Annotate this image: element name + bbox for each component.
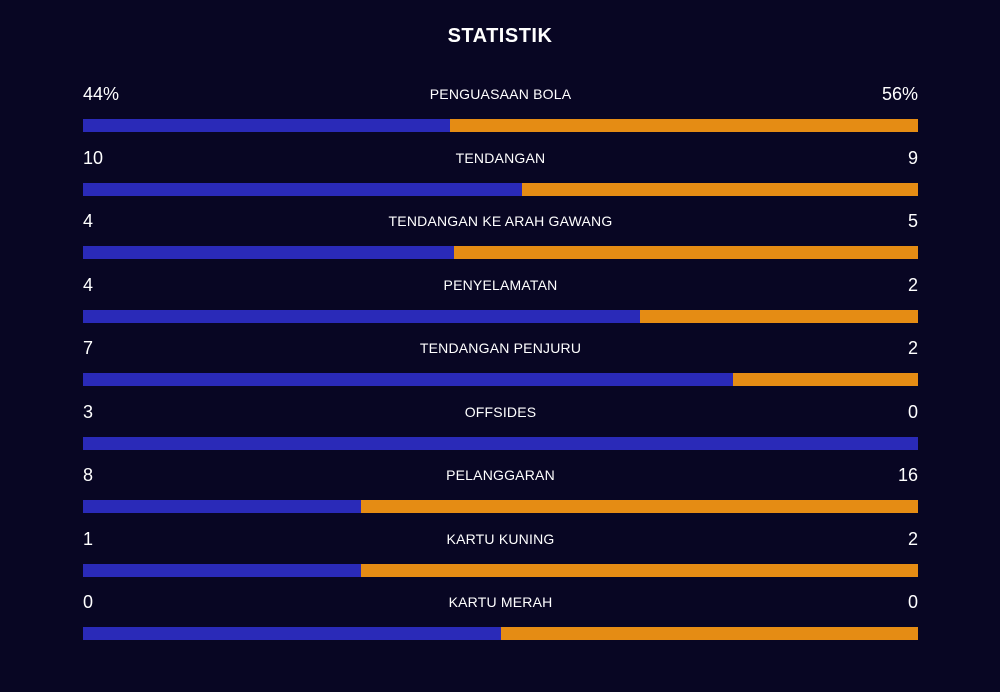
away-value: 2: [907, 274, 918, 295]
home-value: 7: [83, 338, 94, 358]
stat-header: 44% PENGUASAAN BOLA 56%: [83, 80, 918, 108]
comparison-bar: [83, 182, 918, 196]
stat-label: KARTU KUNING: [446, 530, 555, 547]
away-bar-segment: [361, 500, 918, 513]
stat-header: 4 PENYELAMATAN 2: [83, 271, 918, 299]
stat-row-offsides: 3 OFFSIDES 0: [83, 398, 918, 462]
away-value: 9: [907, 147, 918, 168]
stat-row-corners: 7 TENDANGAN PENJURU 2: [83, 334, 918, 398]
home-value: 44%: [83, 84, 120, 104]
comparison-bar: [83, 627, 918, 640]
home-bar-segment: [83, 309, 640, 323]
home-bar-segment: [83, 182, 523, 196]
away-bar-segment: [450, 119, 918, 132]
stat-header: 0 KARTU MERAH 0: [83, 588, 918, 616]
comparison-bar: [83, 500, 918, 513]
home-value: 4: [83, 274, 94, 295]
home-value: 8: [83, 465, 94, 485]
away-value: 2: [907, 338, 918, 358]
away-bar-segment: [453, 246, 918, 259]
comparison-bar: [83, 246, 918, 259]
stat-label: OFFSIDES: [464, 403, 537, 420]
home-bar-segment: [83, 500, 362, 513]
away-value: 5: [907, 211, 918, 231]
away-bar-segment: [361, 563, 918, 577]
stat-header: 4 TENDANGAN KE ARAH GAWANG 5: [83, 207, 918, 235]
stat-label: TENDANGAN: [455, 149, 546, 166]
stat-header: 1 KARTU KUNING 2: [83, 525, 918, 553]
comparison-bar: [83, 119, 918, 132]
stat-label: PELANGGARAN: [446, 467, 555, 483]
stat-row-ball-possession: 44% PENGUASAAN BOLA 56%: [83, 80, 918, 144]
home-bar-segment: [83, 119, 451, 132]
home-bar-segment: [83, 627, 501, 640]
comparison-bar: [83, 373, 918, 386]
away-bar-segment: [732, 373, 918, 386]
home-value: 0: [83, 592, 94, 612]
home-bar-segment: [83, 373, 733, 386]
away-value: 2: [907, 528, 918, 549]
away-value: 56%: [881, 84, 918, 104]
stats-list: 44% PENGUASAAN BOLA 56% 10 TENDANGAN 9 4…: [83, 80, 918, 652]
stat-label: TENDANGAN KE ARAH GAWANG: [388, 213, 613, 229]
stat-label: TENDANGAN PENJURU: [419, 340, 582, 356]
home-value: 4: [83, 211, 94, 231]
away-value: 0: [907, 592, 918, 612]
away-bar-segment: [500, 627, 918, 640]
stat-row-fouls: 8 PELANGGARAN 16: [83, 461, 918, 525]
away-value: 0: [907, 401, 918, 422]
comparison-bar: [83, 436, 918, 450]
home-value: 1: [83, 528, 94, 549]
home-bar-segment: [83, 436, 918, 450]
home-bar-segment: [83, 246, 454, 259]
away-bar-segment: [639, 309, 918, 323]
home-value: 10: [83, 147, 104, 168]
comparison-bar: [83, 563, 918, 577]
stat-row-red-cards: 0 KARTU MERAH 0: [83, 588, 918, 652]
stat-label: KARTU MERAH: [448, 594, 553, 610]
stat-header: 10 TENDANGAN 9: [83, 144, 918, 172]
home-bar-segment: [83, 563, 362, 577]
stat-row-yellow-cards: 1 KARTU KUNING 2: [83, 525, 918, 589]
stat-label: PENYELAMATAN: [443, 276, 558, 293]
stat-row-shots: 10 TENDANGAN 9: [83, 144, 918, 208]
away-bar-segment: [522, 182, 918, 196]
stat-row-shots-on-target: 4 TENDANGAN KE ARAH GAWANG 5: [83, 207, 918, 271]
stat-header: 8 PELANGGARAN 16: [83, 461, 918, 489]
comparison-bar: [83, 309, 918, 323]
page-title: STATISTIK: [447, 25, 553, 47]
away-value: 16: [897, 465, 918, 485]
stat-label: PENGUASAAN BOLA: [429, 86, 572, 102]
home-value: 3: [83, 401, 94, 422]
stat-header: 7 TENDANGAN PENJURU 2: [83, 334, 918, 362]
stat-row-saves: 4 PENYELAMATAN 2: [83, 271, 918, 335]
stat-header: 3 OFFSIDES 0: [83, 398, 918, 426]
